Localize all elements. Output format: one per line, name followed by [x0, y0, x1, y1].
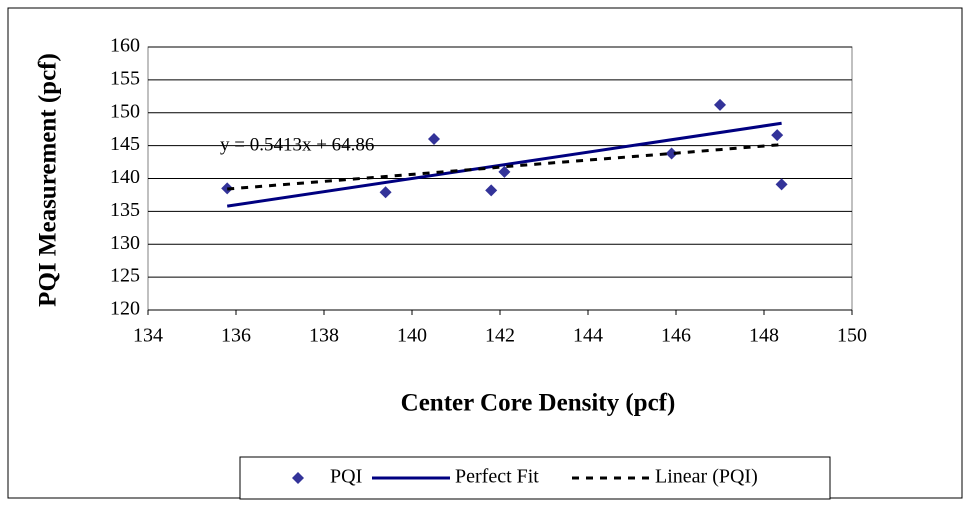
series-line [227, 142, 782, 191]
y-axis-title: PQI Measurement (pcf) [35, 53, 62, 307]
legend-label: PQI [330, 466, 362, 488]
data-point [428, 133, 440, 146]
y-tick-label: 125 [110, 265, 140, 287]
x-tick-label: 146 [661, 325, 691, 347]
y-tick-label: 150 [110, 100, 140, 122]
legend-label: Linear (PQI) [655, 466, 758, 488]
x-tick-label: 148 [749, 325, 779, 347]
y-tick-label: 140 [110, 166, 140, 188]
series-line [226, 121, 782, 208]
y-tick-label: 120 [110, 298, 140, 320]
y-tick-label: 155 [110, 67, 140, 89]
x-tick-label: 142 [485, 325, 515, 347]
y-tick-label: 135 [110, 199, 140, 221]
data-point [771, 129, 784, 142]
x-axis-title: Center Core Density (pcf) [401, 390, 676, 417]
data-point [665, 147, 678, 160]
legend-label: Perfect Fit [455, 466, 539, 488]
data-point [775, 178, 788, 191]
y-tick-label: 160 [110, 35, 140, 57]
x-tick-label: 138 [309, 325, 339, 347]
x-tick-label: 150 [837, 325, 867, 347]
data-point [485, 184, 498, 197]
annotation: y = 0.5413x + 64.86 [220, 134, 374, 155]
data-point [379, 186, 392, 199]
y-tick-label: 145 [110, 133, 140, 155]
x-tick-label: 134 [133, 325, 163, 347]
data-point [714, 98, 726, 111]
legend-box [239, 456, 831, 500]
x-tick-label: 140 [397, 325, 427, 347]
legend-marker [292, 472, 304, 484]
x-tick-label: 144 [573, 325, 603, 347]
data-point [498, 165, 511, 178]
x-tick-label: 136 [221, 325, 251, 347]
y-tick-label: 130 [110, 232, 140, 254]
